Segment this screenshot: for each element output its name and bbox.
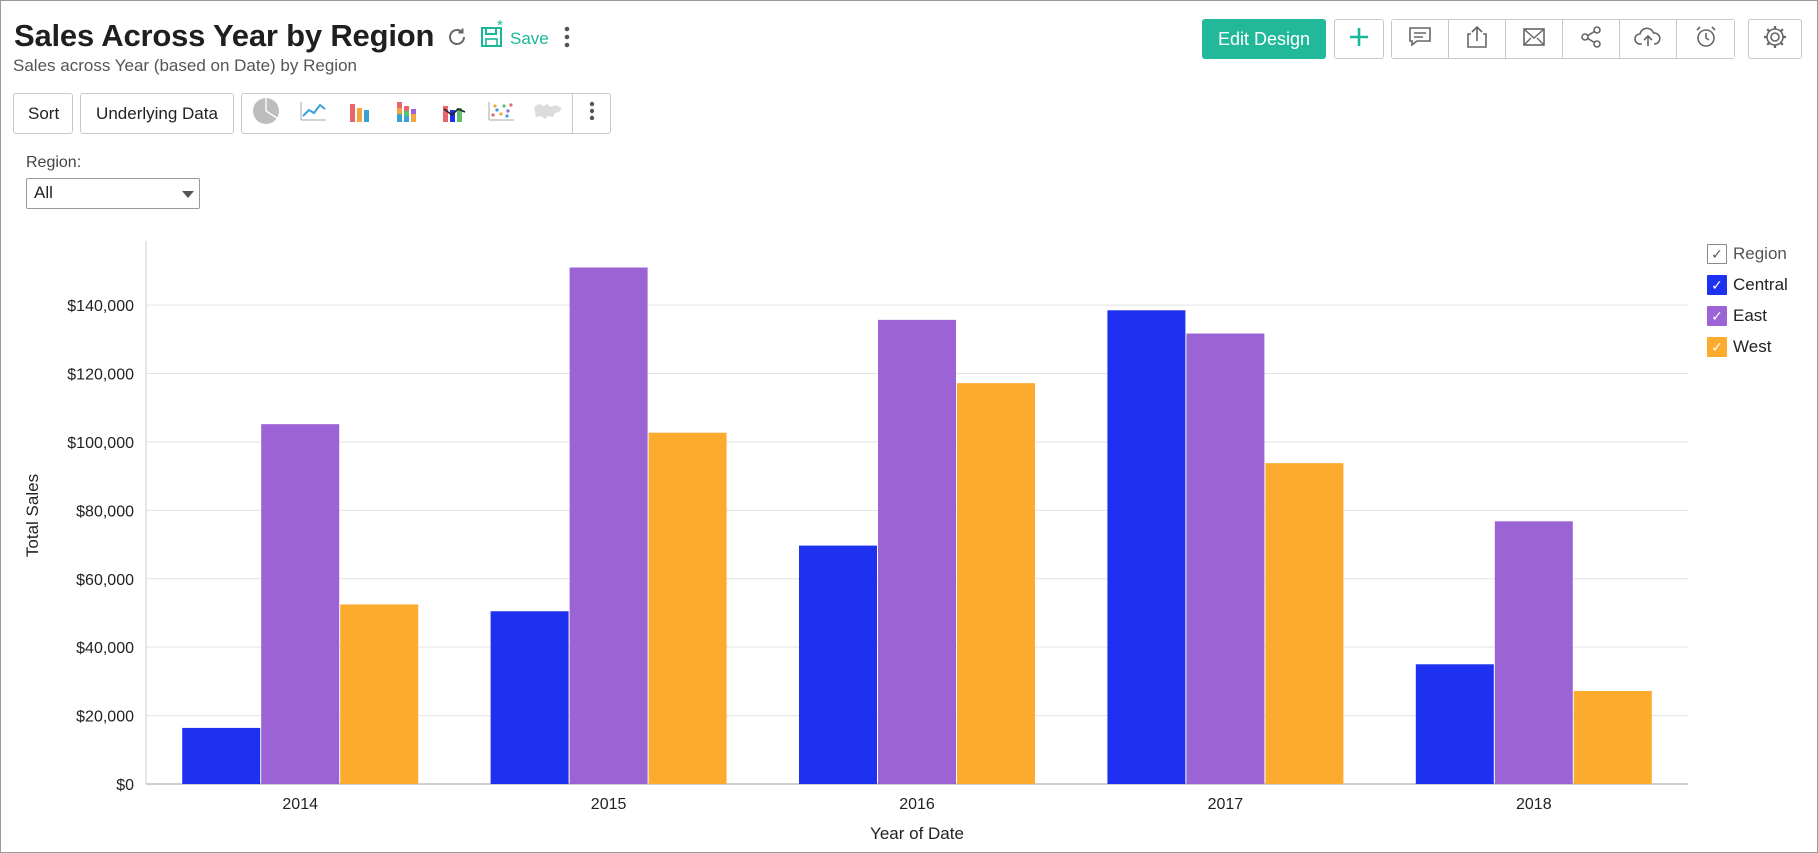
refresh-icon[interactable]: [442, 22, 472, 52]
x-tick-label: 2016: [899, 796, 935, 813]
comment-icon: [1408, 26, 1432, 53]
legend-header[interactable]: ✓ Region: [1707, 238, 1788, 269]
y-tick-label: $20,000: [76, 709, 134, 726]
save-label: Save: [510, 29, 549, 48]
checkbox-icon: ✓: [1707, 305, 1727, 326]
bar-chart-option[interactable]: [336, 94, 383, 133]
map-chart-icon: [532, 101, 564, 126]
comment-button[interactable]: [1392, 20, 1449, 58]
bar-east-2017[interactable]: [1186, 333, 1265, 784]
y-tick-label: $60,000: [76, 572, 134, 589]
x-tick-label: 2014: [282, 796, 318, 813]
bar-west-2016[interactable]: [957, 383, 1035, 784]
y-tick-label: $80,000: [76, 503, 134, 520]
y-axis-title: Total Sales: [23, 474, 42, 557]
legend-label: East: [1733, 305, 1768, 325]
more-icon: [589, 100, 595, 127]
bar-west-2014[interactable]: [340, 604, 419, 784]
scatter-chart-option[interactable]: [477, 94, 524, 133]
bar-east-2018[interactable]: [1494, 521, 1573, 784]
bar-west-2017[interactable]: [1265, 463, 1344, 784]
region-filter-label: Region:: [26, 154, 82, 171]
combination-chart-icon: [441, 100, 467, 127]
email-icon: [1522, 27, 1546, 52]
x-tick-label: 2017: [1208, 796, 1244, 813]
x-axis-title: Year of Date: [870, 824, 964, 843]
bar-central-2015[interactable]: [490, 611, 569, 784]
legend-label: West: [1733, 336, 1772, 356]
underlying-data-button[interactable]: Underlying Data: [80, 93, 234, 134]
legend-item-east[interactable]: ✓ East: [1707, 300, 1788, 331]
publish-button[interactable]: [1620, 20, 1677, 58]
settings-button[interactable]: [1748, 19, 1802, 59]
pie-chart-option[interactable]: [242, 94, 289, 133]
share-button[interactable]: [1563, 20, 1620, 58]
bar-central-2014[interactable]: [182, 727, 261, 784]
y-tick-label: $40,000: [76, 640, 134, 657]
line-chart-icon: [299, 100, 327, 127]
map-chart-option[interactable]: [524, 94, 571, 133]
legend-label: Central: [1733, 274, 1788, 294]
chart-type-selector: [241, 93, 611, 134]
bar-central-2017[interactable]: [1107, 310, 1186, 784]
add-button[interactable]: [1334, 19, 1384, 59]
bar-west-2018[interactable]: [1573, 690, 1652, 784]
save-button[interactable]: * Save: [480, 17, 549, 54]
checkbox-icon: ✓: [1707, 243, 1727, 264]
email-button[interactable]: [1506, 20, 1563, 58]
combination-chart-option[interactable]: [430, 94, 477, 133]
x-tick-label: 2018: [1516, 796, 1552, 813]
scatter-chart-icon: [487, 100, 515, 127]
legend-item-central[interactable]: ✓ Central: [1707, 269, 1788, 300]
x-tick-label: 2015: [591, 796, 627, 813]
y-tick-label: $0: [116, 777, 134, 794]
pie-chart-icon: [252, 97, 280, 130]
more-icon[interactable]: [556, 22, 578, 52]
svg-text:*: *: [497, 19, 503, 34]
line-chart-option[interactable]: [289, 94, 336, 133]
bar-chart: $0 $20,000 $40,000 $60,000 $80,000 $100,000 $1…: [23, 241, 1688, 843]
legend-title: Region: [1733, 243, 1787, 263]
alarm-icon: [1694, 25, 1718, 54]
checkbox-icon: ✓: [1707, 336, 1727, 357]
export-icon: [1466, 25, 1488, 54]
y-tick-label: $100,000: [67, 435, 134, 452]
sort-button[interactable]: Sort: [13, 93, 73, 134]
gear-icon: [1762, 24, 1788, 55]
y-tick-label: $120,000: [67, 367, 134, 384]
bar-central-2016[interactable]: [799, 545, 877, 784]
export-button[interactable]: [1449, 20, 1506, 58]
chart-options-more-button[interactable]: [572, 94, 610, 133]
page-subtitle: Sales across Year (based on Date) by Reg…: [13, 56, 357, 75]
legend-item-west[interactable]: ✓ West: [1707, 331, 1788, 362]
bar-west-2015[interactable]: [648, 432, 727, 784]
page-title: Sales Across Year by Region: [14, 18, 435, 53]
bar-chart-icon: [348, 100, 372, 127]
checkbox-icon: ✓: [1707, 274, 1727, 295]
stacked-bar-chart-icon: [395, 100, 419, 127]
save-icon: *: [480, 17, 506, 54]
plus-icon: [1348, 26, 1370, 53]
bar-east-2016[interactable]: [878, 319, 956, 784]
bar-central-2018[interactable]: [1415, 664, 1494, 784]
bar-east-2015[interactable]: [569, 267, 648, 784]
action-icon-group: [1391, 19, 1735, 59]
region-filter-value: All: [34, 183, 53, 202]
chevron-down-icon: [182, 191, 194, 198]
share-icon: [1579, 25, 1603, 54]
cloud-upload-icon: [1634, 26, 1662, 53]
y-tick-label: $140,000: [67, 298, 134, 315]
chart-legend: ✓ Region ✓ Central ✓ East ✓ West: [1707, 238, 1788, 362]
edit-design-button[interactable]: Edit Design: [1202, 19, 1326, 59]
region-filter-select[interactable]: All: [26, 178, 200, 209]
schedule-button[interactable]: [1677, 20, 1734, 58]
stacked-bar-chart-option[interactable]: [383, 94, 430, 133]
bar-east-2014[interactable]: [261, 424, 340, 784]
